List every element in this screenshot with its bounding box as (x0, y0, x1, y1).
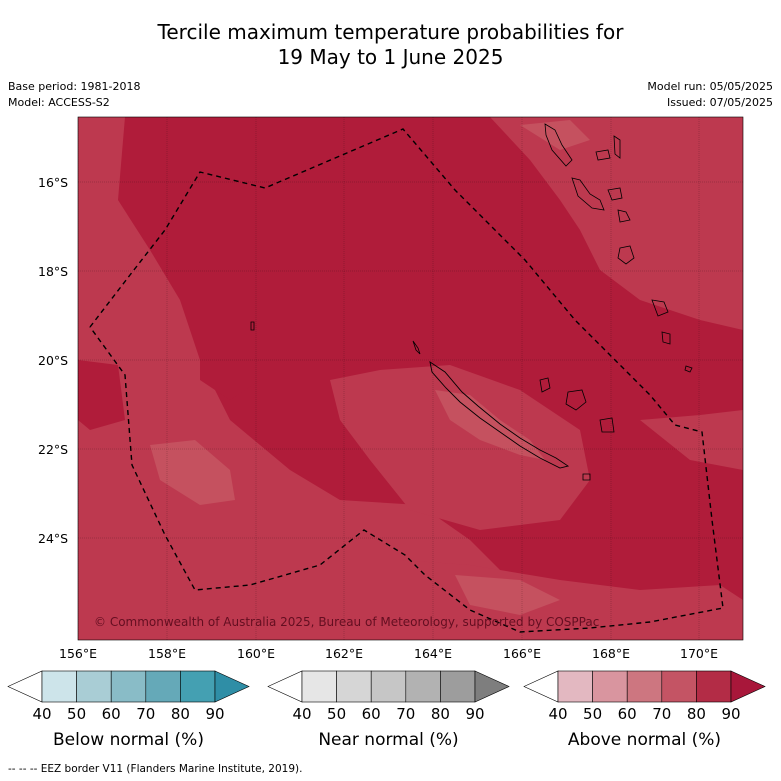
probability-zone (150, 440, 235, 505)
colorbar-tick-label: 90 (205, 705, 225, 723)
island (250, 321, 255, 331)
loyalty-island (539, 377, 551, 393)
lon-label: 160°E (236, 646, 276, 661)
colorbar-tick-label: 60 (361, 705, 381, 723)
vanuatu-island (617, 245, 635, 265)
lon-label: 164°E (413, 646, 453, 661)
map-frame (77, 116, 744, 641)
colorbar-extend-high (730, 670, 766, 703)
colorbar-segment (76, 670, 112, 703)
colorbar-title: Below normal (%) (53, 730, 204, 750)
meta-left: Base period: 1981-2018 Model: ACCESS-S2 (8, 79, 140, 111)
colorbar-tick-label: 80 (430, 705, 450, 723)
colorbar-tick-label: 90 (465, 705, 485, 723)
colorbar-tick-label: 40 (292, 705, 312, 723)
lon-label: 158°E (147, 646, 187, 661)
colorbar-segment (440, 670, 476, 703)
colorbar-title: Above normal (%) (567, 730, 722, 750)
colorbar-tick-label: 80 (170, 705, 190, 723)
vanuatu-island (571, 177, 605, 211)
colorbar-segment (336, 670, 372, 703)
lat-label: 18°S (38, 264, 69, 279)
colorbar-extend-high (214, 670, 250, 703)
colorbar-tick-label: 50 (67, 705, 87, 723)
vanuatu-island (613, 135, 621, 159)
colorbar (7, 670, 250, 703)
loyalty-island (565, 389, 587, 411)
vanuatu-island (544, 123, 573, 167)
colorbar-segment (405, 670, 441, 703)
colorbar-extend-high (474, 670, 510, 703)
colorbar-tick-label: 60 (617, 705, 637, 723)
probability-zone (520, 120, 590, 150)
vanuatu-island (607, 187, 623, 201)
probability-zone (78, 360, 125, 430)
probability-zone (455, 575, 560, 615)
colorbar-extend-low (7, 670, 43, 703)
colorbar-tick-label: 50 (327, 705, 347, 723)
probability-zone (200, 320, 260, 400)
colorbar-segment (41, 670, 77, 703)
map-title: Tercile maximum temperature probabilitie… (0, 20, 781, 70)
colorbar-segment (592, 670, 628, 703)
colorbar-title: Near normal (%) (318, 730, 459, 750)
vanuatu-island (617, 209, 631, 223)
colorbar-tick-label: 90 (721, 705, 741, 723)
model-run: Model run: 05/05/2025 (647, 80, 773, 93)
lon-label: 162°E (324, 646, 364, 661)
colorbar-segment (301, 670, 337, 703)
model-name: Model: ACCESS-S2 (8, 96, 110, 109)
map-title-line2: 19 May to 1 June 2025 (277, 45, 504, 69)
colorbar-tick-label: 50 (583, 705, 603, 723)
colorbar-segment (557, 670, 593, 703)
loyalty-island (599, 417, 615, 433)
island (582, 473, 591, 481)
probability-zone (490, 117, 743, 330)
copyright-text: © Commonwealth of Australia 2025, Bureau… (94, 615, 599, 629)
lon-label: 156°E (58, 646, 98, 661)
colorbar-extend-low (523, 670, 559, 703)
colorbar (267, 670, 510, 703)
colorbar-tick-label: 80 (686, 705, 706, 723)
vanuatu-island (651, 299, 669, 317)
map-title-line1: Tercile maximum temperature probabilitie… (157, 20, 624, 44)
vanuatu-island (595, 149, 611, 161)
colorbar-segment (145, 670, 181, 703)
lon-label: 170°E (679, 646, 719, 661)
colorbar-segment (696, 670, 732, 703)
lon-label: 166°E (502, 646, 542, 661)
colorbar-segment (661, 670, 697, 703)
lat-label: 24°S (38, 531, 69, 546)
colorbar-segment (180, 670, 216, 703)
colorbar-tick-label: 60 (101, 705, 121, 723)
colorbar (523, 670, 766, 703)
grid-lines (78, 117, 743, 640)
map-area: © Commonwealth of Australia 2025, Bureau… (78, 117, 743, 640)
base-period: Base period: 1981-2018 (8, 80, 141, 93)
meta-right: Model run: 05/05/2025 Issued: 07/05/2025 (647, 79, 773, 111)
colorbar-tick-label: 70 (396, 705, 416, 723)
island (412, 340, 421, 355)
probability-zone (640, 410, 743, 470)
new-caledonia-island (429, 361, 570, 469)
colorbar-tick-label: 40 (548, 705, 568, 723)
colorbar-tick-label: 70 (652, 705, 672, 723)
colorbar-extend-low (267, 670, 303, 703)
colorbar-segment (626, 670, 663, 703)
eez-footnote: -- -- -- EEZ border V11 (Flanders Marine… (8, 763, 303, 775)
lon-label: 168°E (591, 646, 631, 661)
vanuatu-island (661, 331, 671, 345)
lat-label: 20°S (38, 353, 69, 368)
colorbar-segment (110, 670, 147, 703)
issued-date: Issued: 07/05/2025 (666, 96, 773, 109)
probability-zone (330, 365, 590, 530)
colorbar-segment (370, 670, 407, 703)
lat-label: 16°S (38, 175, 69, 190)
colorbar-tick-label: 40 (32, 705, 52, 723)
lat-label: 22°S (38, 442, 69, 457)
island (684, 365, 693, 373)
colorbar-tick-label: 70 (136, 705, 156, 723)
colorbars (7, 670, 766, 703)
